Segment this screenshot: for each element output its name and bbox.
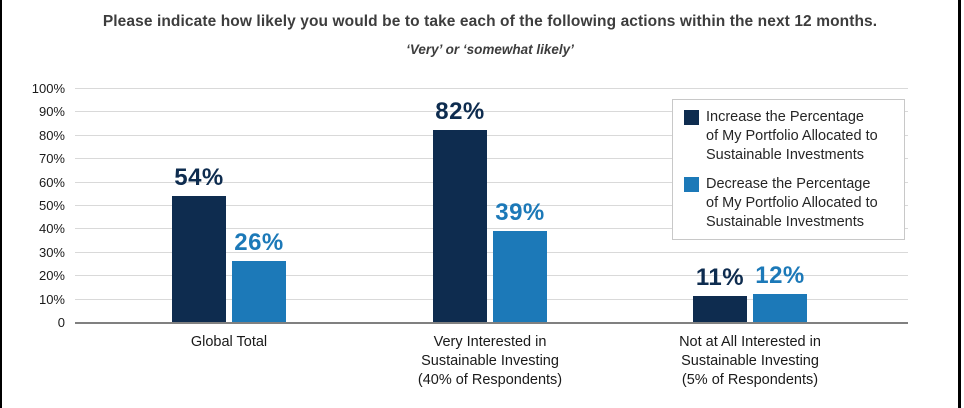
bar-value-label: 54% <box>174 164 224 191</box>
y-axis-tick-label: 0 <box>57 315 65 330</box>
y-axis-tick-label: 20% <box>38 268 65 283</box>
left-border-line <box>0 0 2 408</box>
right-border-line <box>958 0 961 408</box>
bar-value-label: 39% <box>495 199 545 226</box>
legend-entry-decrease: Decrease the Percentage of My Portfolio A… <box>684 175 898 232</box>
x-axis-line <box>75 322 908 324</box>
legend-entry-label: Decrease the Percentage of My Portfolio A… <box>706 176 878 230</box>
bar-series1-group2 <box>433 130 487 322</box>
y-axis-tick-label: 80% <box>38 128 65 143</box>
y-axis-tick-label: 60% <box>38 175 65 190</box>
x-axis-category-label: Very Interested in Sustainable Investing(… <box>417 334 563 388</box>
bar-value-label: 12% <box>755 262 805 289</box>
gridline-10% <box>75 299 908 300</box>
legend-entry-label: Increase the Percentage of My Portfolio A… <box>706 109 878 163</box>
chart-title: Please indicate how likely you would be … <box>102 13 878 30</box>
y-axis-tick-label: 10% <box>38 292 65 307</box>
bar-series2-group2 <box>493 231 547 322</box>
gridline-50% <box>75 205 908 206</box>
gridline-30% <box>75 252 908 253</box>
x-axis-category-label: Not at All Interested in Sustainable Inve… <box>679 334 821 388</box>
bar-series2-group3 <box>753 294 807 322</box>
legend-swatch-icon <box>684 110 699 125</box>
bar-series1-group3 <box>693 296 747 322</box>
bar-series2-group1 <box>232 261 286 322</box>
gridline-60% <box>75 182 908 183</box>
gridline-90% <box>75 111 908 112</box>
y-axis-tick-label: 30% <box>38 245 65 260</box>
legend-entry-increase: Increase the Percentage of My Portfolio A… <box>684 108 898 165</box>
legend: Increase the Percentage of My Portfolio A… <box>672 99 905 240</box>
y-axis-tick-label: 40% <box>38 221 65 236</box>
gridline-100% <box>75 88 908 89</box>
gridline-40% <box>75 228 908 229</box>
bar-value-label: 26% <box>234 229 284 256</box>
bar-value-label: 82% <box>435 98 485 125</box>
y-axis-tick-label: 100% <box>31 81 65 96</box>
chart-subtitle: ‘Very’ or ‘somewhat likely’ <box>406 42 574 57</box>
gridline-80% <box>75 135 908 136</box>
legend-swatch-icon <box>684 177 699 192</box>
y-axis-tick-label: 90% <box>38 104 65 119</box>
bar-series1-group1 <box>172 196 226 322</box>
gridline-20% <box>75 275 908 276</box>
x-axis-category-label: Global Total <box>190 334 268 350</box>
gridline-70% <box>75 158 908 159</box>
y-axis-tick-label: 70% <box>38 151 65 166</box>
y-axis-tick-label: 50% <box>38 198 65 213</box>
bar-value-label: 11% <box>695 264 745 291</box>
